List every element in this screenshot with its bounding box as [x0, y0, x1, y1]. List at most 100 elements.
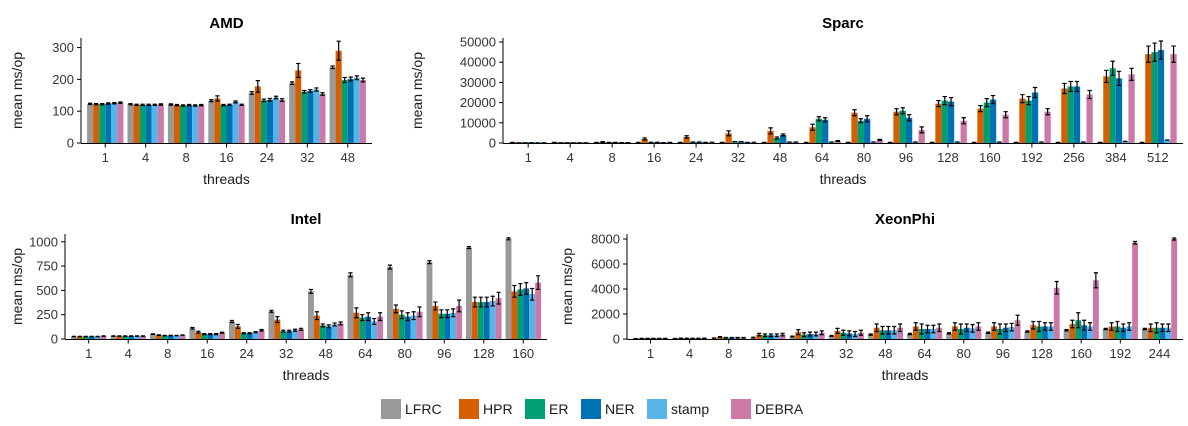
error-bar-lfrc-244: [1142, 327, 1147, 331]
x-tick-label: 80: [857, 150, 871, 165]
error-bar-stamp-1: [112, 101, 117, 105]
error-bar-ner-80: [964, 323, 969, 333]
bar-ner-64: [822, 119, 829, 143]
x-tick-label: 32: [731, 150, 745, 165]
y-tick-label: 8000: [591, 232, 620, 247]
error-bar-debra-96: [919, 126, 924, 134]
error-bar-stamp-64: [372, 317, 377, 326]
chart-title: XeonPhi: [875, 211, 935, 228]
error-bar-stamp-48: [332, 322, 337, 327]
error-bar-hpr-96: [992, 322, 997, 331]
error-bar-ner-160: [1082, 319, 1087, 331]
bar-ner-1: [88, 336, 95, 339]
bar-hpr-32: [725, 133, 732, 143]
y-tick-label: 0: [67, 136, 74, 151]
bar-er-80: [398, 314, 405, 339]
x-tick-label: 24: [240, 346, 254, 361]
error-bar-er-160: [1076, 312, 1081, 329]
bar-stamp-128: [1047, 326, 1054, 339]
error-bar-hpr-16: [215, 95, 220, 102]
bar-hpr-96: [991, 326, 998, 339]
bar-debra-1: [117, 102, 124, 143]
x-tick-label: 48: [773, 150, 787, 165]
error-bar-er-16: [202, 333, 207, 336]
error-bar-stamp-8: [735, 336, 740, 339]
error-bar-er-8: [180, 104, 186, 107]
legend-item-er: ER: [525, 399, 568, 419]
error-bar-er-8: [723, 336, 728, 339]
bar-ner-1: [105, 103, 112, 143]
bar-ner-128: [483, 302, 490, 339]
x-axis-title: threads: [203, 171, 250, 187]
bar-stamp-160: [1087, 326, 1093, 339]
error-bar-hpr-96: [894, 108, 899, 116]
bar-hpr-16: [195, 332, 202, 339]
bar-debra-48: [897, 327, 904, 339]
bar-er-512: [1151, 52, 1158, 143]
legend: LFRC HPR ER NER stamp DEBRA: [381, 399, 804, 419]
error-bar-stamp-32: [314, 87, 319, 92]
legend-item-debra: DEBRA: [731, 399, 804, 419]
error-bar-lfrc-80: [946, 332, 952, 335]
error-bar-lfrc-4: [128, 102, 133, 106]
error-bar-lfrc-32: [269, 309, 274, 313]
error-bar-er-16: [221, 103, 226, 107]
bar-stamp-1: [111, 103, 118, 143]
error-bar-er-244: [1154, 322, 1159, 334]
error-bar-er-24: [261, 98, 267, 103]
error-bar-ner-32: [287, 329, 292, 333]
bar-stamp-32: [292, 330, 299, 339]
bar-hpr-24: [254, 86, 261, 143]
bar-lfrc-24: [789, 336, 796, 339]
x-tick-label: 192: [1021, 150, 1043, 165]
bar-stamp-48: [353, 77, 360, 143]
bar-lfrc-4: [110, 336, 117, 339]
error-bar-er-64: [816, 116, 822, 122]
bar-hpr-48: [313, 315, 320, 339]
bar-ner-8: [167, 335, 174, 339]
error-bar-debra-96: [1015, 314, 1020, 326]
x-tick-label: 160: [512, 346, 534, 361]
x-tick-label: 1: [102, 150, 109, 165]
error-bar-lfrc-192: [1103, 327, 1108, 331]
error-bar-debra-48: [360, 77, 366, 83]
error-bar-stamp-16: [233, 100, 238, 104]
error-bar-hpr-48: [768, 127, 773, 135]
y-tick-label: 10000: [460, 115, 496, 130]
error-bar-stamp-24: [273, 95, 279, 100]
error-bar-stamp-96: [1009, 322, 1014, 332]
bar-stamp-64: [930, 329, 937, 339]
bar-stamp-8: [173, 335, 180, 339]
bar-er-32: [840, 332, 847, 339]
error-bar-debra-48: [898, 323, 903, 333]
error-bar-hpr-64: [354, 307, 359, 319]
bar-ner-96: [444, 313, 451, 339]
bar-er-48: [341, 80, 348, 143]
error-bar-debra-128: [1054, 280, 1059, 295]
bar-hpr-256: [1061, 88, 1068, 143]
x-tick-label: 64: [917, 346, 931, 361]
error-bar-er-16: [762, 333, 768, 338]
bar-hpr-8: [155, 335, 162, 339]
bar-hpr-128: [935, 103, 942, 144]
bar-er-160: [1075, 320, 1082, 339]
error-bar-er-256: [1068, 80, 1073, 93]
bar-ner-8: [186, 105, 193, 143]
y-tick-label: 100: [52, 104, 74, 119]
error-bar-debra-244: [1172, 237, 1177, 241]
error-bar-hpr-32: [726, 130, 731, 137]
x-tick-label: 244: [1149, 346, 1171, 361]
x-tick-label: 8: [182, 150, 189, 165]
bar-ner-16: [207, 334, 214, 339]
bar-er-128: [1036, 326, 1043, 339]
bar-hpr-48: [873, 327, 880, 339]
bar-ner-64: [924, 329, 931, 339]
error-bar-lfrc-48: [308, 288, 314, 294]
bar-ner-16: [767, 335, 774, 339]
bar-lfrc-160: [505, 238, 512, 339]
bar-hpr-96: [893, 111, 900, 143]
y-axis-title: mean ms/op: [9, 248, 25, 325]
error-bar-ner-48: [886, 325, 891, 335]
bar-er-4: [122, 336, 129, 339]
